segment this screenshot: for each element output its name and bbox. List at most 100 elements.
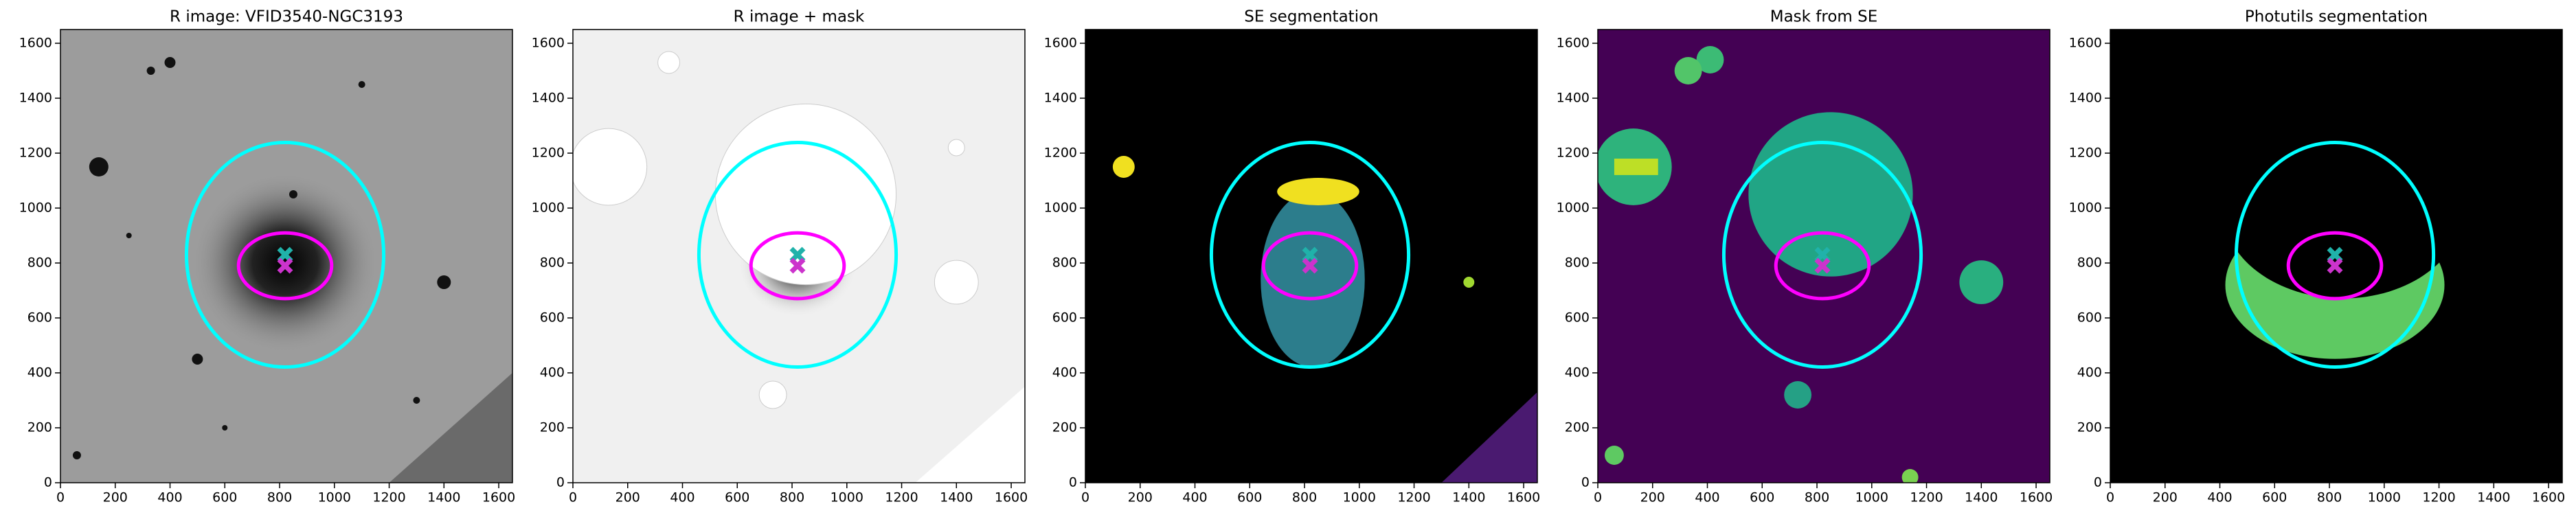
x-tick-label: 1200 <box>1910 490 1943 505</box>
x-tick-label: 800 <box>1292 490 1317 505</box>
aperture-ellipse <box>1209 140 1411 369</box>
x-tick-label: 600 <box>1750 490 1774 505</box>
x-tick-label: 1600 <box>482 490 515 505</box>
x-tick-label: 0 <box>56 490 65 505</box>
x-tick-label: 400 <box>2207 490 2232 505</box>
segment-corner <box>1441 392 1537 483</box>
aperture-ellipse <box>236 231 334 301</box>
y-tick-label: 1000 <box>1044 201 1077 216</box>
y-tick-label: 1600 <box>19 36 52 51</box>
mask-circle <box>758 380 787 409</box>
y-tick-label: 1200 <box>1557 146 1590 161</box>
center-marker <box>2327 258 2343 274</box>
center-marker <box>789 258 806 274</box>
y-tick-label: 1000 <box>2069 201 2102 216</box>
y-tick-label: 200 <box>27 420 52 435</box>
mask-region <box>1901 469 1919 483</box>
mask-region <box>1674 57 1702 84</box>
x-tick-label: 1600 <box>2532 490 2565 505</box>
x-tick-label: 1400 <box>2477 490 2510 505</box>
x-tick-label: 1400 <box>940 490 973 505</box>
panel <box>60 30 512 483</box>
x-tick-label: 1200 <box>2422 490 2455 505</box>
star <box>358 81 365 88</box>
aperture-ellipse <box>184 140 386 369</box>
x-tick-label: 600 <box>2262 490 2287 505</box>
aperture-ellipse <box>749 231 846 301</box>
x-tick-label: 1200 <box>372 490 405 505</box>
star <box>289 190 297 198</box>
y-tick-label: 1600 <box>1044 36 1077 51</box>
y-tick-label: 200 <box>540 420 565 435</box>
y-tick-label: 800 <box>2077 255 2102 271</box>
y-tick-label: 400 <box>1565 365 1590 380</box>
x-tick-label: 200 <box>103 490 128 505</box>
aperture-ellipse <box>1721 140 1923 369</box>
star <box>89 157 109 176</box>
mask-region <box>1696 46 1724 73</box>
star <box>72 451 81 459</box>
x-tick-label: 200 <box>1128 490 1153 505</box>
x-tick-label: 1400 <box>1452 490 1485 505</box>
y-tick-label: 600 <box>27 310 52 325</box>
x-tick-label: 400 <box>1695 490 1719 505</box>
mask-region <box>1748 112 1913 277</box>
x-tick-label: 1600 <box>2020 490 2053 505</box>
x-tick-label: 800 <box>1805 490 1829 505</box>
y-tick-label: 200 <box>1052 420 1077 435</box>
y-tick-label: 800 <box>27 255 52 271</box>
segment-hole <box>2222 117 2464 299</box>
y-tick-label: 600 <box>2077 310 2102 325</box>
x-tick-label: 1200 <box>1397 490 1430 505</box>
segment-star <box>1277 178 1359 205</box>
mask-circle <box>573 128 648 206</box>
star <box>192 354 203 365</box>
y-tick-label: 0 <box>1069 475 1077 490</box>
y-tick-label: 400 <box>27 365 52 380</box>
panel <box>573 30 1025 483</box>
y-tick-label: 200 <box>1565 420 1590 435</box>
axes-frame <box>572 29 1026 483</box>
y-tick-label: 0 <box>556 475 565 490</box>
panel <box>1598 30 2050 483</box>
mask-circle <box>934 260 979 305</box>
corner-glow <box>389 373 512 483</box>
x-tick-label: 200 <box>1640 490 1665 505</box>
mask-circle <box>657 51 681 74</box>
y-tick-label: 1600 <box>532 36 565 51</box>
x-tick-label: 800 <box>2317 490 2342 505</box>
x-tick-label: 600 <box>725 490 749 505</box>
x-tick-label: 0 <box>1594 490 1602 505</box>
segment-star <box>1463 277 1475 288</box>
aperture-ellipse <box>697 140 899 369</box>
x-tick-label: 600 <box>1237 490 1262 505</box>
x-tick-label: 1400 <box>427 490 460 505</box>
panel <box>1085 30 1537 483</box>
panel <box>2110 30 2562 483</box>
center-marker <box>277 258 293 274</box>
x-tick-label: 0 <box>2106 490 2114 505</box>
y-tick-label: 1200 <box>1044 146 1077 161</box>
x-tick-label: 1000 <box>1343 490 1376 505</box>
x-tick-label: 1000 <box>318 490 351 505</box>
x-tick-label: 0 <box>569 490 577 505</box>
y-tick-label: 1400 <box>19 91 52 106</box>
x-tick-label: 1400 <box>1965 490 1998 505</box>
x-tick-label: 1600 <box>995 490 1028 505</box>
y-tick-label: 800 <box>540 255 565 271</box>
segment-star <box>1112 156 1135 178</box>
x-tick-label: 200 <box>2153 490 2178 505</box>
y-tick-label: 1400 <box>1557 91 1590 106</box>
aperture-ellipse <box>1774 231 1871 301</box>
star <box>413 397 420 404</box>
y-tick-label: 200 <box>2077 420 2102 435</box>
axes-frame <box>1085 29 1538 483</box>
x-tick-label: 800 <box>780 490 804 505</box>
y-tick-label: 1200 <box>532 146 565 161</box>
star <box>164 57 176 68</box>
star <box>222 425 228 431</box>
x-tick-label: 0 <box>1081 490 1089 505</box>
y-tick-label: 800 <box>1565 255 1590 271</box>
x-tick-label: 400 <box>157 490 182 505</box>
